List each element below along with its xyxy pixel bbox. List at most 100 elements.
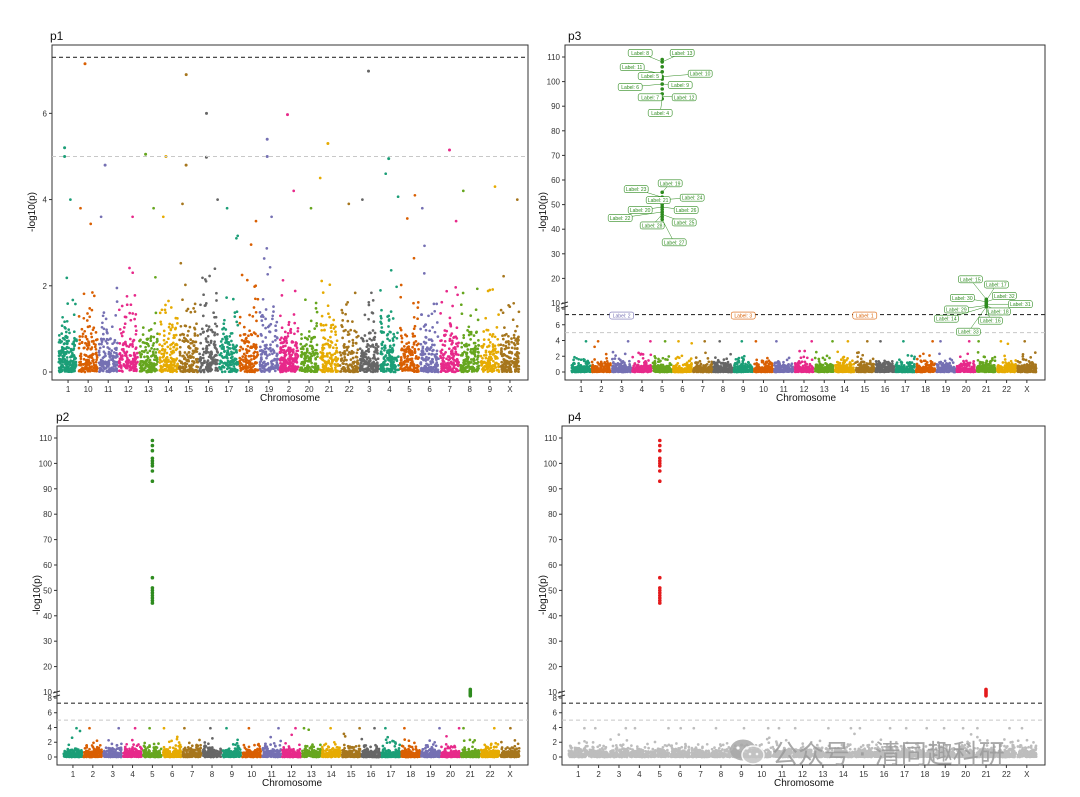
data-point [380, 308, 383, 312]
data-point [665, 368, 669, 371]
data-point [254, 347, 258, 350]
data-point [728, 366, 732, 370]
data-point [191, 349, 195, 353]
data-point [70, 366, 74, 370]
data-point [99, 368, 102, 371]
data-point [448, 316, 452, 320]
data-point [335, 346, 339, 350]
data-point [116, 341, 119, 345]
data-point [353, 291, 357, 295]
data-point [327, 367, 330, 370]
data-point [253, 297, 257, 301]
data-point [173, 364, 176, 367]
data-point [261, 340, 265, 343]
data-point [367, 331, 371, 335]
data-point [330, 330, 333, 333]
data-point [85, 344, 89, 347]
data-point [706, 357, 710, 360]
data-point [436, 335, 440, 338]
data-point [106, 331, 109, 335]
data-point [455, 367, 459, 371]
data-point [251, 315, 255, 318]
data-point [79, 206, 82, 210]
data-point [328, 351, 331, 355]
data-point [405, 357, 409, 361]
data-point [740, 339, 744, 343]
data-point [390, 355, 394, 359]
data-point [676, 361, 680, 365]
data-point [103, 352, 107, 355]
data-point [500, 348, 503, 352]
data-point [429, 360, 432, 363]
data-point [112, 362, 115, 366]
data-point [213, 333, 216, 337]
data-point [374, 350, 378, 354]
data-point [291, 362, 295, 366]
data-point [380, 347, 384, 350]
data-point [307, 335, 311, 338]
data-point [81, 335, 84, 338]
data-point [497, 313, 500, 316]
data-point [327, 312, 330, 316]
data-point [340, 325, 344, 329]
data-point [160, 344, 164, 348]
data-point [714, 356, 717, 359]
data-point [85, 337, 89, 341]
data-point [419, 327, 422, 331]
data-point [131, 357, 135, 361]
x-tick-label: 10 [84, 385, 93, 394]
data-point [464, 369, 467, 373]
data-point [581, 368, 584, 371]
data-point [347, 340, 351, 343]
data-point [100, 342, 103, 346]
data-point [282, 344, 285, 348]
data-point [309, 206, 313, 210]
data-point [275, 320, 279, 324]
data-point [282, 360, 286, 364]
data-point [368, 364, 372, 368]
data-point [235, 310, 239, 314]
data-point [210, 356, 214, 360]
data-point [665, 365, 669, 369]
data-point [321, 370, 325, 373]
data-point [429, 345, 433, 349]
data-point [285, 359, 288, 362]
data-point [486, 363, 489, 367]
data-point [512, 336, 516, 340]
data-point [583, 358, 586, 362]
data-point [311, 350, 315, 353]
data-point [399, 295, 403, 299]
data-point [87, 340, 90, 343]
data-point [371, 299, 375, 302]
data-point [344, 328, 347, 332]
data-point [596, 339, 600, 343]
data-point [188, 325, 192, 329]
data-point [283, 354, 287, 358]
data-point [145, 337, 149, 341]
data-point [433, 309, 437, 313]
data-point [467, 325, 471, 329]
data-point [95, 358, 98, 362]
data-point [189, 310, 193, 314]
data-point [163, 360, 167, 363]
data-point [279, 347, 283, 351]
data-point [420, 313, 424, 316]
data-point [215, 359, 219, 362]
data-point [393, 335, 396, 339]
data-point [637, 359, 640, 363]
data-point [185, 358, 188, 362]
data-point [625, 366, 629, 370]
data-point [63, 347, 66, 350]
data-point [225, 363, 229, 366]
data-point [614, 354, 617, 357]
data-point [626, 339, 630, 343]
data-point [167, 332, 171, 335]
data-point [329, 344, 332, 347]
data-point [162, 334, 166, 337]
data-point [148, 365, 152, 369]
data-point [83, 362, 87, 365]
data-point [491, 332, 495, 336]
y-tick-label: 4 [43, 196, 48, 205]
data-point [263, 370, 266, 373]
data-point [226, 352, 230, 356]
